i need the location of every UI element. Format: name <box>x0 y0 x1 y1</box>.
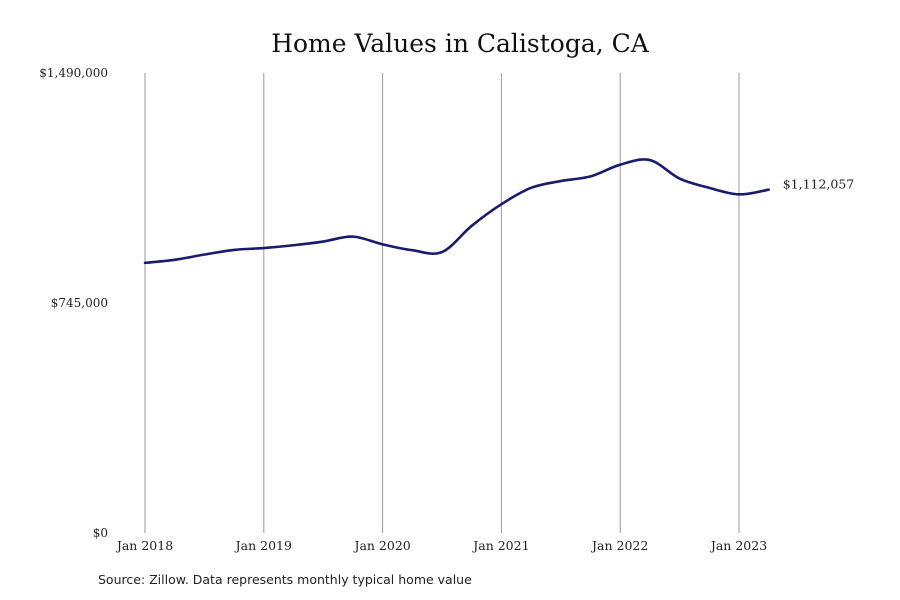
y-tick-label: $1,490,000 <box>39 66 108 80</box>
chart-title: Home Values in Calistoga, CA <box>271 29 650 58</box>
x-tick-label: Jan 2023 <box>709 538 767 553</box>
series-layer <box>143 158 770 265</box>
end-value-label: $1,112,057 <box>783 177 855 192</box>
x-tick-label: Jan 2021 <box>471 538 529 553</box>
y-axis: $0 $745,000 $1,490,000 <box>39 66 108 540</box>
y-tick-label: $745,000 <box>51 296 108 310</box>
x-tick-label: Jan 2018 <box>115 538 173 553</box>
x-tick-label: Jan 2019 <box>234 538 292 553</box>
grid-layer <box>144 73 740 533</box>
x-tick-label: Jan 2022 <box>590 538 648 553</box>
source-note: Source: Zillow. Data represents monthly … <box>98 572 472 587</box>
x-axis: Jan 2018 Jan 2019 Jan 2020 Jan 2021 Jan 2022… <box>115 538 767 553</box>
y-tick-label: $0 <box>93 526 108 540</box>
x-tick-label: Jan 2020 <box>352 538 410 553</box>
series-line <box>143 158 770 265</box>
